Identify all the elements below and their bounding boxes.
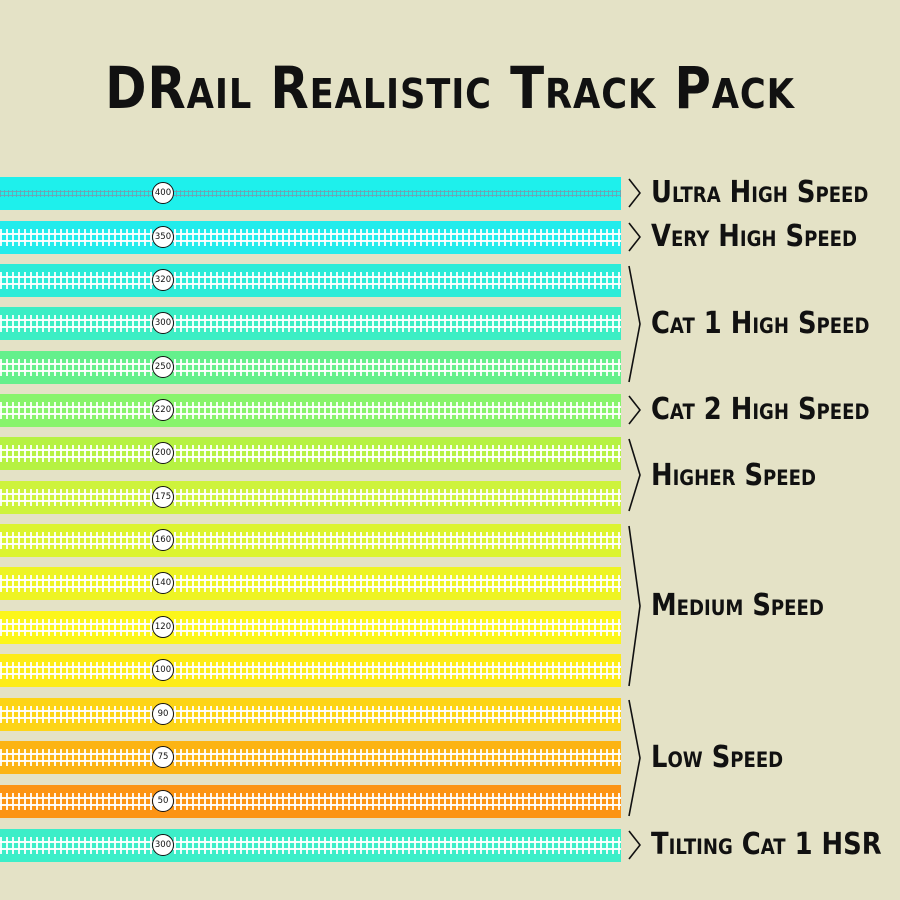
group-label-ultra-high-speed: Ultra High Speed [651, 175, 869, 210]
group-label-higher-speed: Higher Speed [651, 458, 816, 493]
track-220: 220 [0, 394, 621, 427]
track-rail [0, 848, 621, 850]
track-90: 90 [0, 698, 621, 731]
track-rail [0, 406, 621, 408]
speed-limit-sign: 320 [152, 269, 174, 291]
track-rail [0, 276, 621, 278]
bracket-ultra-high-speed [628, 178, 641, 208]
track-100: 100 [0, 654, 621, 687]
speed-limit-sign: 160 [152, 529, 174, 551]
speed-limit-sign: 100 [152, 659, 174, 681]
speed-limit-sign: 220 [152, 399, 174, 421]
group-label-low-speed: Low Speed [651, 740, 784, 775]
track-rail [0, 717, 621, 719]
speed-limit-sign: 300 [152, 834, 174, 856]
track-rail [0, 710, 621, 712]
group-label-cat1-high-speed: Cat 1 High Speed [651, 306, 870, 341]
speed-limit-sign: 200 [152, 442, 174, 464]
group-label-tilting-cat1-hsr: Tilting Cat 1 HSR [651, 827, 882, 862]
track-rail [0, 449, 621, 451]
group-label-cat2-high-speed: Cat 2 High Speed [651, 392, 870, 427]
track-rail [0, 240, 621, 242]
track-rail [0, 500, 621, 502]
track-rail [0, 195, 621, 196]
track-rail [0, 543, 621, 545]
track-rail [0, 326, 621, 328]
track-rail [0, 753, 621, 755]
page-title: DRail Realistic Track Pack [105, 54, 795, 122]
speed-limit-sign: 50 [152, 790, 174, 812]
track-rail [0, 413, 621, 415]
track-rail [0, 666, 621, 668]
speed-limit-sign: 300 [152, 312, 174, 334]
bracket-cat1-high-speed [628, 265, 641, 383]
track-50: 50 [0, 785, 621, 818]
speed-limit-sign: 400 [152, 182, 174, 204]
bracket-medium-speed [628, 525, 641, 687]
track-rail [0, 536, 621, 538]
track-rail [0, 370, 621, 372]
track-320: 320 [0, 264, 621, 297]
speed-limit-sign: 120 [152, 616, 174, 638]
track-rail [0, 797, 621, 799]
track-rail [0, 760, 621, 762]
track-400: 400 [0, 177, 621, 210]
bracket-low-speed [628, 699, 641, 817]
track-rail [0, 804, 621, 806]
track-300: 300 [0, 307, 621, 340]
track-rail [0, 623, 621, 625]
bracket-tilting [628, 830, 641, 860]
track-rail [0, 233, 621, 235]
speed-limit-sign: 90 [152, 703, 174, 725]
group-label-very-high-speed: Very High Speed [651, 219, 858, 254]
track-rail [0, 191, 621, 192]
track-rail [0, 841, 621, 843]
track-rail [0, 630, 621, 632]
track-rail [0, 283, 621, 285]
track-175: 175 [0, 481, 621, 514]
track-200: 200 [0, 437, 621, 470]
bracket-higher-speed [628, 438, 641, 512]
speed-limit-sign: 350 [152, 226, 174, 248]
track-rail [0, 586, 621, 588]
track-rail [0, 319, 621, 321]
track-140: 140 [0, 567, 621, 600]
speed-limit-sign: 175 [152, 486, 174, 508]
track-300-tilting: 300 [0, 829, 621, 862]
track-350: 350 [0, 221, 621, 254]
speed-limit-sign: 140 [152, 572, 174, 594]
track-rail [0, 673, 621, 675]
track-120: 120 [0, 611, 621, 644]
track-250: 250 [0, 351, 621, 384]
track-ties [0, 190, 621, 197]
speed-limit-sign: 250 [152, 356, 174, 378]
track-rail [0, 363, 621, 365]
track-75: 75 [0, 741, 621, 774]
track-160: 160 [0, 524, 621, 557]
track-rail [0, 579, 621, 581]
track-rail [0, 493, 621, 495]
bracket-very-high-speed [628, 222, 641, 252]
track-rail [0, 456, 621, 458]
bracket-cat2-high-speed [628, 395, 641, 425]
speed-limit-sign: 75 [152, 746, 174, 768]
group-label-medium-speed: Medium Speed [651, 588, 824, 623]
